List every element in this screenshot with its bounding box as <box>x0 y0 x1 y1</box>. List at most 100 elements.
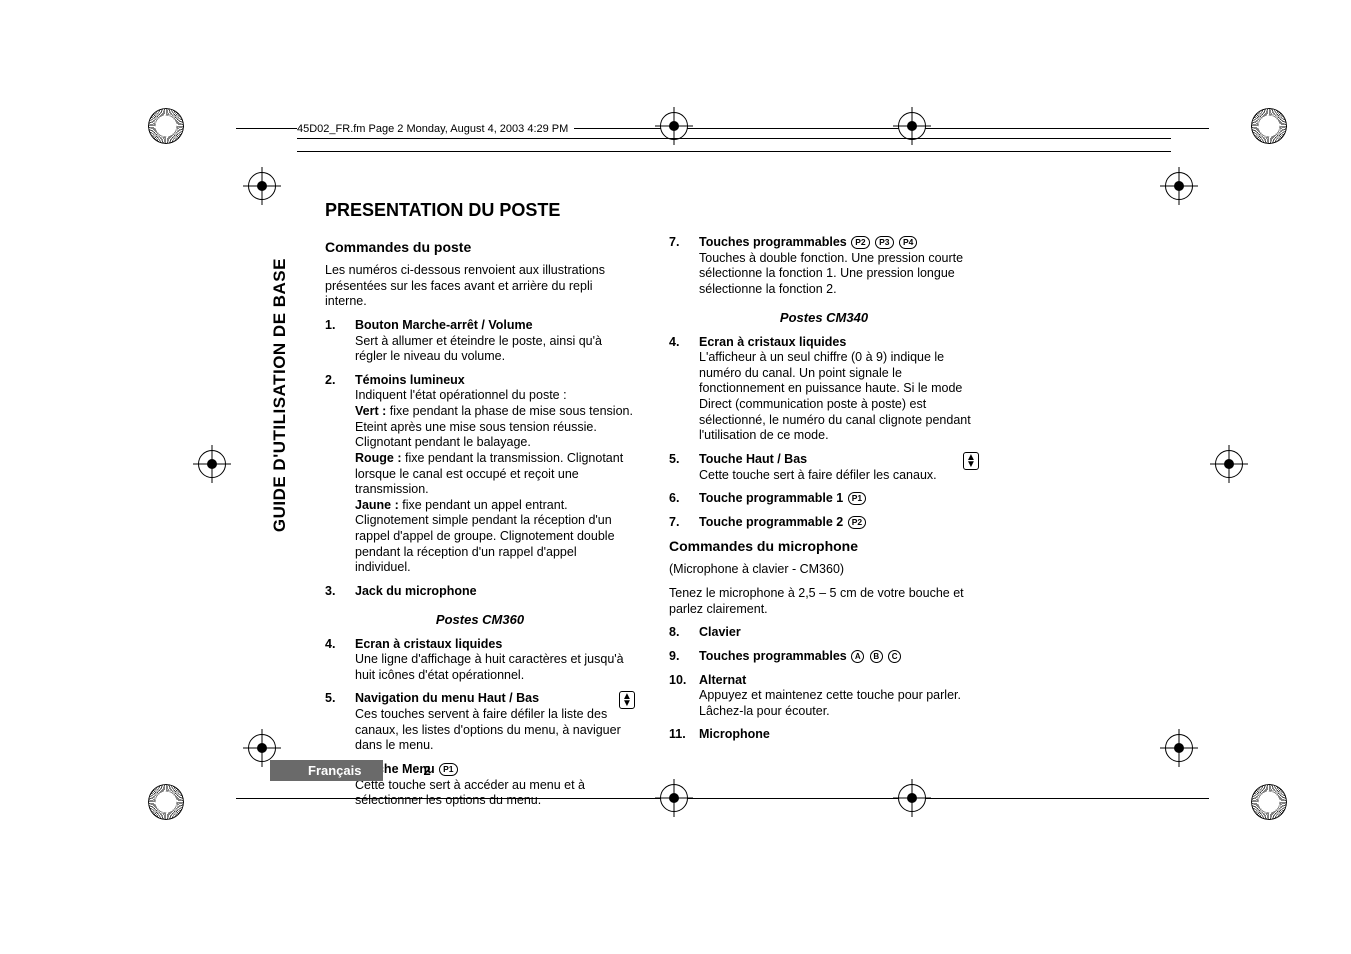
cross-tr1 <box>898 112 926 140</box>
list-item: 5.Touche Haut / Bas▲▼Cette touche sert à… <box>669 452 979 483</box>
item-body: Microphone <box>699 727 979 743</box>
item-desc: L'afficheur à un seul chiffre (0 à 9) in… <box>699 350 979 444</box>
side-tab: GUIDE D'UTILISATION DE BASE <box>270 258 290 532</box>
item-title: Clavier <box>699 625 741 639</box>
crop-header: 45D02_FR.fm Page 2 Monday, August 4, 200… <box>297 138 1171 153</box>
item-title-line: Microphone <box>699 727 770 741</box>
mic-intro2: Tenez le microphone à 2,5 – 5 cm de votr… <box>669 586 979 617</box>
heading-commands-radio: Commandes du poste <box>325 239 635 255</box>
item-title-line: Navigation du menu Haut / Bas <box>355 691 539 705</box>
item-title: Ecran à cristaux liquides <box>355 637 502 651</box>
item-title: Jack du microphone <box>355 584 477 598</box>
pill-icon: P1 <box>439 763 457 776</box>
item-body: Navigation du menu Haut / Bas▲▼Ces touch… <box>355 691 635 754</box>
item-title: Touches programmables <box>699 649 847 663</box>
list-item: 4.Ecran à cristaux liquidesUne ligne d'a… <box>325 637 635 684</box>
cross-bl <box>248 734 276 762</box>
item-title-line: Témoins lumineux <box>355 373 465 387</box>
reg-top-right <box>1251 108 1287 144</box>
reg-top-left <box>148 108 184 144</box>
pill-icon: P4 <box>899 236 917 249</box>
model-cm340: Postes CM340 <box>669 310 979 325</box>
item-title: Touche programmable 2 <box>699 515 843 529</box>
item-body: AlternatAppuyez et maintenez cette touch… <box>699 673 979 720</box>
item-number: 4. <box>669 335 689 444</box>
item-desc: Une ligne d'affichage à huit caractères … <box>355 652 635 683</box>
page-body: PRESENTATION DU POSTE Commandes du poste… <box>325 200 1025 817</box>
item-number: 1. <box>325 318 345 365</box>
item-body: Ecran à cristaux liquidesL'afficheur à u… <box>699 335 979 444</box>
item-title-line: Touche programmable 1 P1 <box>699 491 867 505</box>
model-cm360: Postes CM360 <box>325 612 635 627</box>
list-item: 5.Navigation du menu Haut / Bas▲▼Ces tou… <box>325 691 635 754</box>
heading-commands-mic: Commandes du microphone <box>669 538 979 554</box>
item-title-line: Ecran à cristaux liquides <box>699 335 846 349</box>
list-right-a: 7.Touches programmables P2 P3 P4Touches … <box>669 235 979 298</box>
item-body: Touches programmables P2 P3 P4 Touches à … <box>699 235 979 298</box>
item-desc: Ces touches servent à faire défiler la l… <box>355 707 635 754</box>
item-title: Bouton Marche-arrêt / Volume <box>355 318 533 332</box>
list-mic: 8.Clavier9.Touches programmables A B C10… <box>669 625 979 743</box>
item-title: Touches programmables <box>699 235 847 249</box>
pill-icon: P2 <box>851 236 869 249</box>
item-body: Ecran à cristaux liquidesUne ligne d'aff… <box>355 637 635 684</box>
item-body: Touches programmables A B C <box>699 649 979 665</box>
item-title: Touche Haut / Bas <box>699 452 807 466</box>
item-title-line: Alternat <box>699 673 746 687</box>
mic-intro1: (Microphone à clavier - CM360) <box>669 562 979 578</box>
item-number: 3. <box>325 584 345 600</box>
item-title: Navigation du menu Haut / Bas <box>355 691 539 705</box>
item-title-line: Ecran à cristaux liquides <box>355 637 502 651</box>
cross-ml <box>198 450 226 478</box>
item-desc: Cette touche sert à faire défiler les ca… <box>699 468 979 484</box>
list-left-b: 4.Ecran à cristaux liquidesUne ligne d'a… <box>325 637 635 809</box>
item-title-line: Touches programmables P2 P3 P4 <box>699 235 918 249</box>
cross-tl <box>248 172 276 200</box>
list-right-b: 4.Ecran à cristaux liquidesL'afficheur à… <box>669 335 979 531</box>
page-footer: Français 2 <box>270 760 431 781</box>
item-desc: Appuyez et maintenez cette touche pour p… <box>699 688 979 719</box>
item-title: Microphone <box>699 727 770 741</box>
item-title-line: Clavier <box>699 625 741 639</box>
reg-bot-left <box>148 784 184 820</box>
item-body: Touche programmable 2 P2 <box>699 515 979 531</box>
list-item: 2.Témoins lumineuxIndiquent l'état opéra… <box>325 373 635 576</box>
item-body: Touche programmable 1 P1 <box>699 491 979 507</box>
item-body: Touche Haut / Bas▲▼Cette touche sert à f… <box>699 452 979 483</box>
item-title-line: Touches programmables A B C <box>699 649 902 663</box>
reg-bot-right <box>1251 784 1287 820</box>
list-item: 1.Bouton Marche-arrêt / VolumeSert à all… <box>325 318 635 365</box>
intro-text: Les numéros ci-dessous renvoient aux ill… <box>325 263 635 310</box>
item-desc: Cette touche sert à accéder au menu et à… <box>355 778 635 809</box>
cross-mr <box>1215 450 1243 478</box>
list-left-a: 1.Bouton Marche-arrêt / VolumeSert à all… <box>325 318 635 600</box>
cross-br2 <box>1165 734 1193 762</box>
item-desc: Rouge : fixe pendant la transmission. Cl… <box>355 451 635 498</box>
item-title: Ecran à cristaux liquides <box>699 335 846 349</box>
pill-icon: P3 <box>875 236 893 249</box>
cross-tr2 <box>1165 172 1193 200</box>
item-number: 2. <box>325 373 345 576</box>
item-number: 11. <box>669 727 689 743</box>
item-number: 10. <box>669 673 689 720</box>
item-number: 7. <box>669 235 689 298</box>
left-column: Commandes du poste Les numéros ci-dessou… <box>325 235 635 817</box>
list-item: 6.Touche programmable 1 P1 <box>669 491 979 507</box>
item-number: 8. <box>669 625 689 641</box>
item-body: Clavier <box>699 625 979 641</box>
cross-tc <box>660 112 688 140</box>
circle-icon: A <box>851 650 864 663</box>
item-title-line: Touche programmable 2 P2 <box>699 515 867 529</box>
footer-language: Français <box>270 760 383 781</box>
pill-icon: P2 <box>848 516 866 529</box>
item-number: 5. <box>325 691 345 754</box>
pill-icon: P1 <box>848 492 866 505</box>
list-item: 3. Jack du microphone <box>325 584 635 600</box>
item-desc: Touches à double fonction. Une pression … <box>699 251 979 298</box>
item-title: Témoins lumineux <box>355 373 465 387</box>
item-body: Bouton Marche-arrêt / VolumeSert à allum… <box>355 318 635 365</box>
crop-header-text: 45D02_FR.fm Page 2 Monday, August 4, 200… <box>297 123 574 135</box>
list-item: 7.Touche programmable 2 P2 <box>669 515 979 531</box>
circle-icon: C <box>888 650 901 663</box>
list-item: 8. Clavier <box>669 625 979 641</box>
